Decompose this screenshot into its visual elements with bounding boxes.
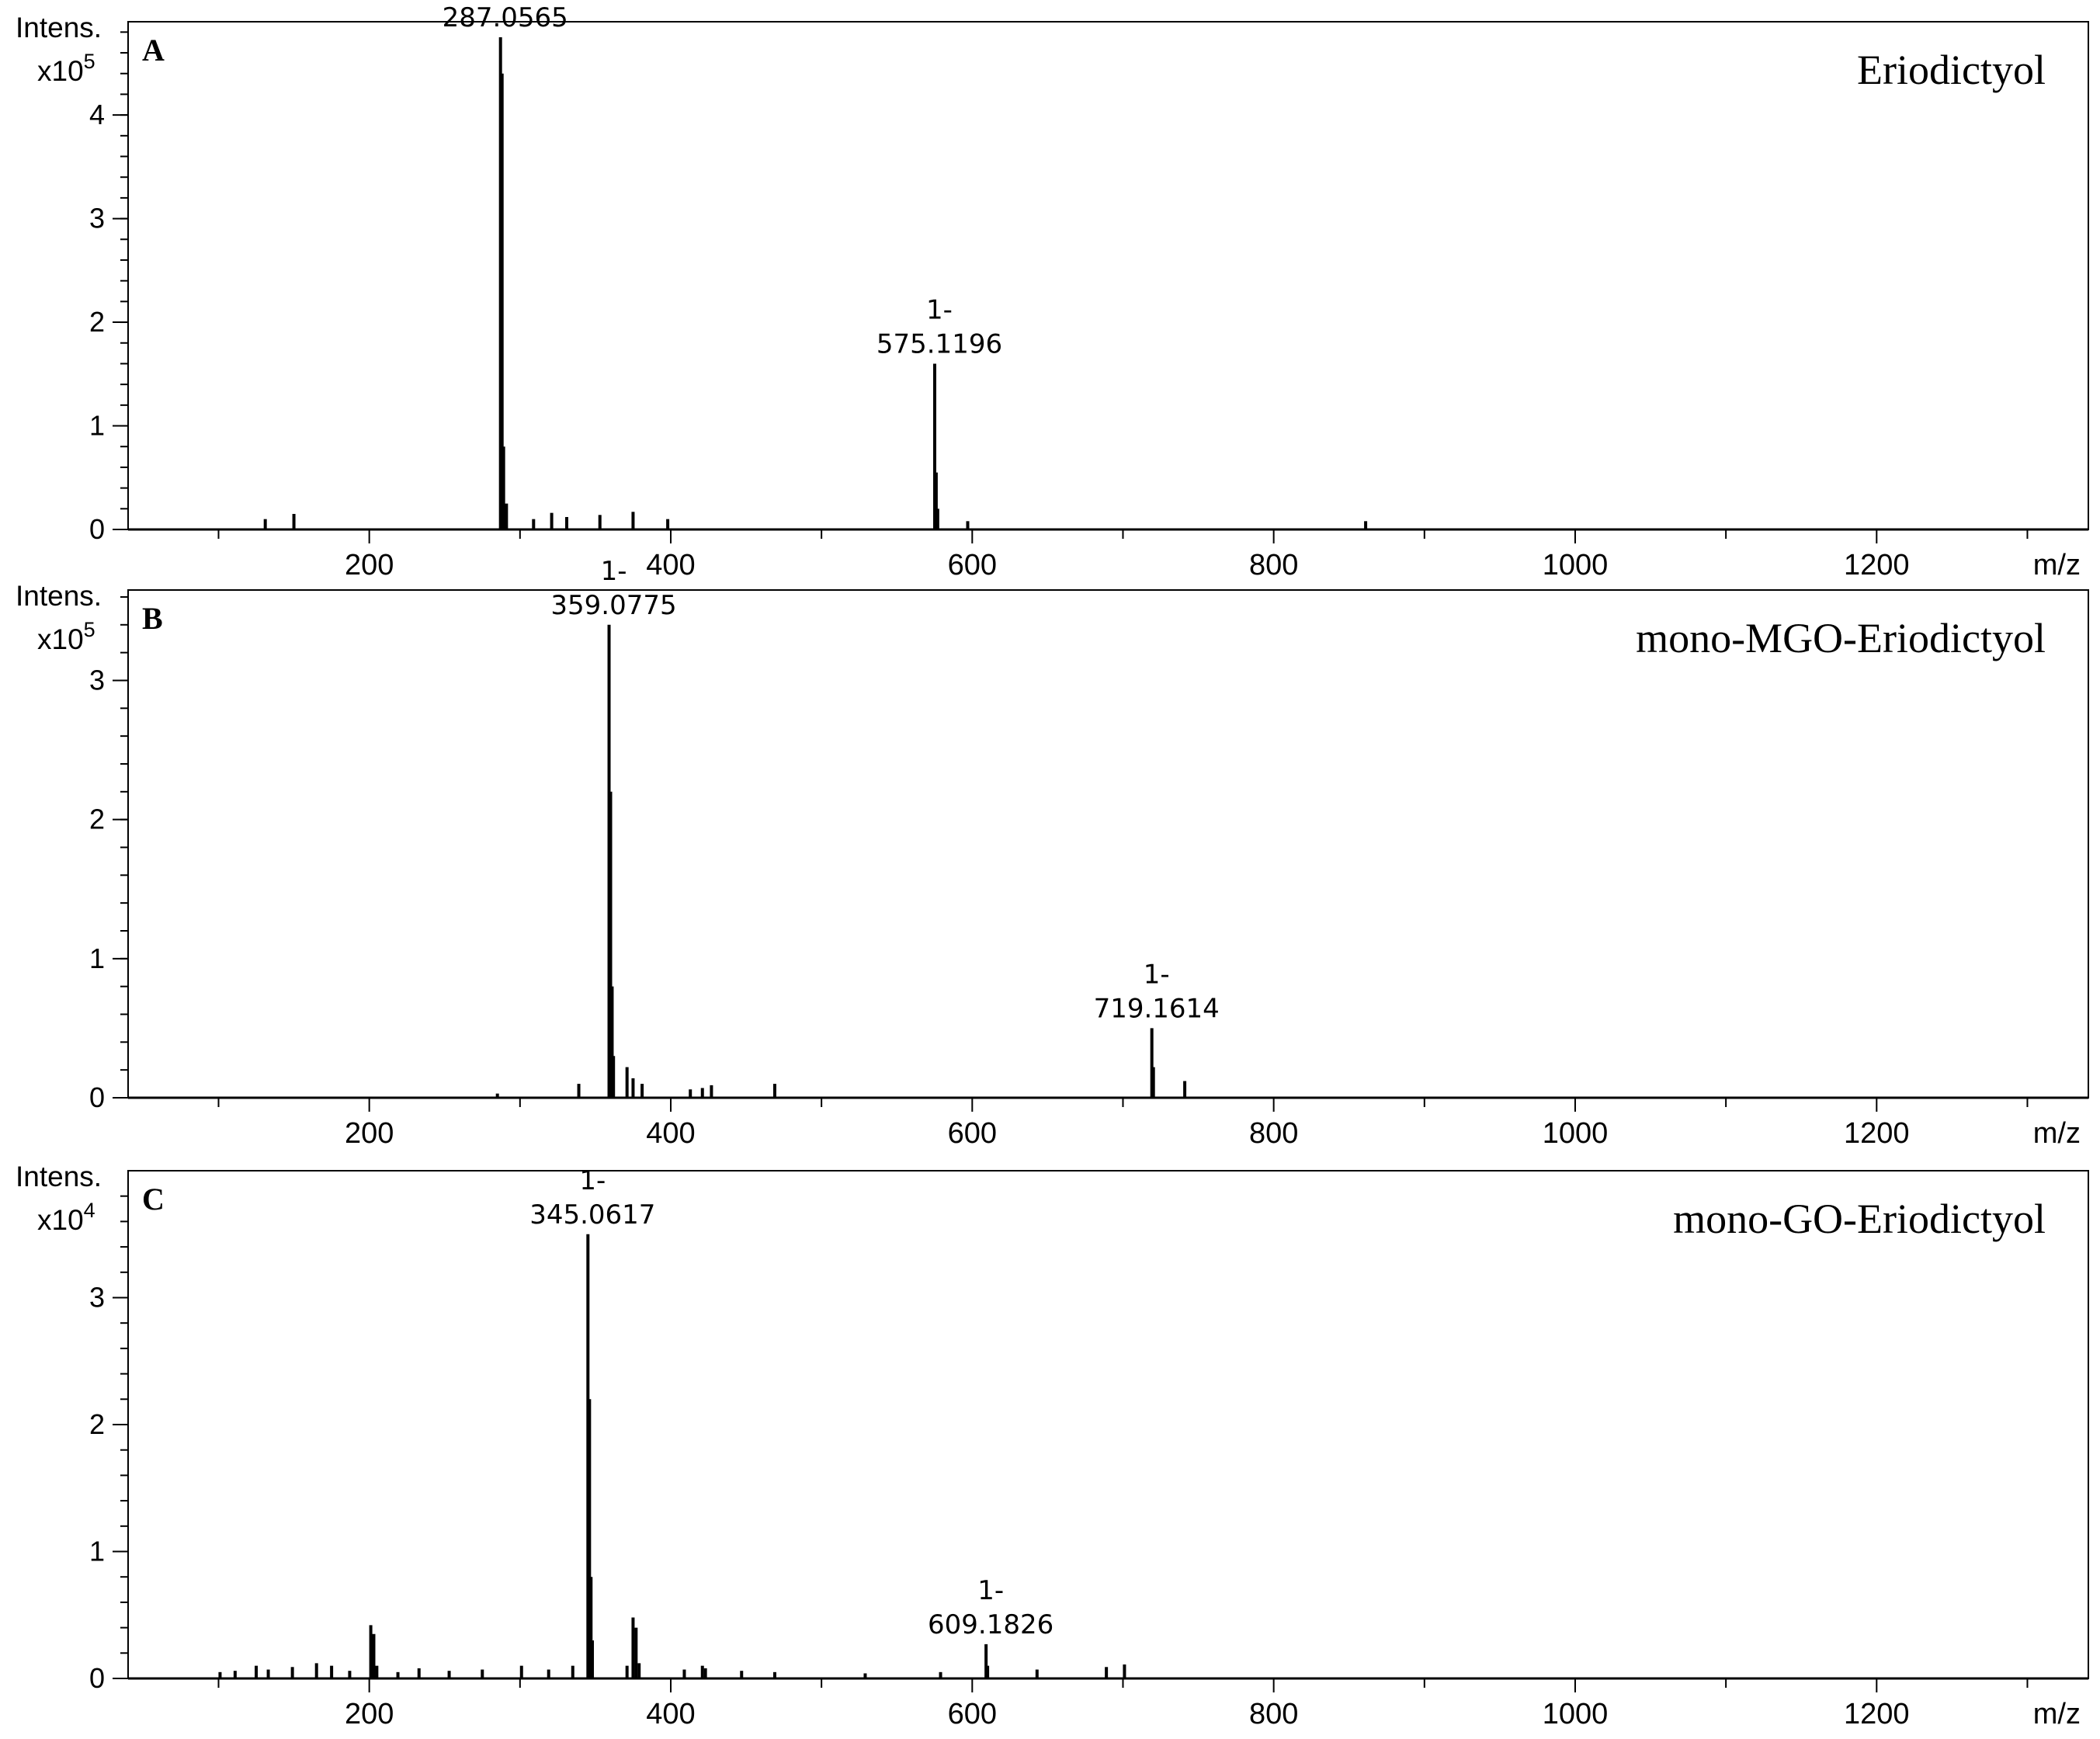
spectrum-panel-a: 0 1 2 3 4 200 400 600 800 1000 1200 m/z Intens. x105 A… xyxy=(16,2,2089,581)
x-tick-label: 1000 xyxy=(1543,549,1609,581)
panel-letter: B xyxy=(142,601,163,636)
x-tick-label: 400 xyxy=(646,1117,695,1150)
y-axis-multiplier: x105 xyxy=(37,618,95,655)
x-tick-label: 1000 xyxy=(1543,1117,1609,1150)
peak-charge-label: 1- xyxy=(977,1575,1004,1606)
compound-name: mono-GO-Eriodictyol xyxy=(1673,1196,2046,1242)
y-multiplier-base: x10 xyxy=(37,1204,84,1236)
peak-charge-label: 1- xyxy=(601,556,627,587)
y-tick-label: 3 xyxy=(89,664,105,696)
y-axis-multiplier: x105 xyxy=(37,50,95,87)
peak-mz-label: 575.1196 xyxy=(876,328,1002,359)
y-tick-label: 3 xyxy=(89,203,105,234)
y-tick-label: 2 xyxy=(89,1408,105,1440)
x-tick-label: 1200 xyxy=(1844,1117,1910,1150)
x-axis-unit-label: m/z xyxy=(2033,549,2081,581)
x-axis-unit-label: m/z xyxy=(2033,1117,2081,1150)
y-tick-label: 4 xyxy=(89,99,105,130)
x-tick-label: 1200 xyxy=(1844,1698,1910,1730)
x-axis-unit-label: m/z xyxy=(2033,1698,2081,1730)
panel-letter: A xyxy=(142,33,165,68)
y-tick-label: 3 xyxy=(89,1282,105,1314)
panel-letter: C xyxy=(142,1182,165,1217)
x-tick-label: 800 xyxy=(1249,1698,1298,1730)
y-axis-multiplier: x104 xyxy=(37,1199,95,1236)
x-tick-label: 1200 xyxy=(1844,549,1910,581)
peak-mz-label: 609.1826 xyxy=(928,1609,1053,1640)
x-tick-label: 800 xyxy=(1249,1117,1298,1150)
x-tick-label: 1000 xyxy=(1543,1698,1609,1730)
y-multiplier-base: x10 xyxy=(37,623,84,655)
y-multiplier-exponent: 5 xyxy=(84,618,95,641)
compound-name: mono-MGO-Eriodictyol xyxy=(1636,615,2046,661)
y-multiplier-exponent: 4 xyxy=(84,1199,95,1222)
peak-mz-label: 359.0775 xyxy=(550,590,676,621)
x-tick-label: 600 xyxy=(948,1117,997,1150)
peak-mz-label: 287.0565 xyxy=(443,2,568,33)
y-tick-label: 0 xyxy=(89,513,105,545)
peak-charge-label: 1- xyxy=(1144,959,1170,990)
y-axis-title: Intens. xyxy=(16,580,102,612)
y-tick-label: 1 xyxy=(89,942,105,974)
x-tick-label: 200 xyxy=(345,1698,394,1730)
x-tick-label: 600 xyxy=(948,549,997,581)
peak-mz-label: 345.0617 xyxy=(529,1199,655,1230)
y-tick-label: 2 xyxy=(89,804,105,835)
y-tick-label: 1 xyxy=(89,1536,105,1567)
x-tick-label: 400 xyxy=(646,549,695,581)
compound-name: Eriodictyol xyxy=(1857,47,2046,93)
y-tick-label: 2 xyxy=(89,306,105,338)
x-tick-label: 400 xyxy=(646,1698,695,1730)
x-tick-label: 200 xyxy=(345,1117,394,1150)
y-multiplier-exponent: 5 xyxy=(84,50,95,73)
plot-frame xyxy=(127,1170,2089,1679)
x-tick-label: 800 xyxy=(1249,549,1298,581)
y-tick-label: 0 xyxy=(89,1081,105,1113)
peak-charge-label: 1- xyxy=(926,294,953,325)
y-axis-title: Intens. xyxy=(16,12,102,43)
y-tick-label: 1 xyxy=(89,410,105,442)
peak-mz-label: 719.1614 xyxy=(1094,993,1220,1024)
peak-charge-label: 1- xyxy=(579,1165,606,1196)
y-tick-label: 0 xyxy=(89,1662,105,1694)
y-multiplier-base: x10 xyxy=(37,55,84,87)
plot-frame xyxy=(127,21,2089,530)
x-tick-label: 600 xyxy=(948,1698,997,1730)
y-axis-title: Intens. xyxy=(16,1161,102,1192)
x-tick-label: 200 xyxy=(345,549,394,581)
